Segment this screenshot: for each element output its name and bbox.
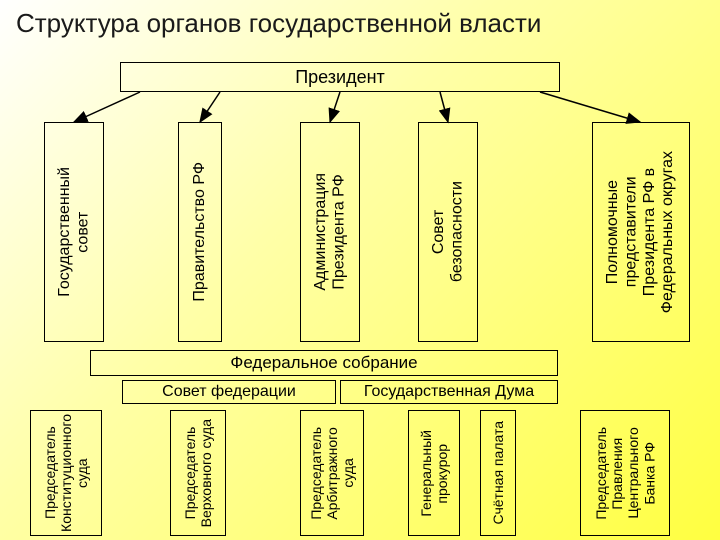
arrow-polnomoch — [540, 92, 640, 122]
gos-sovet-label: Государственный совет — [56, 167, 93, 297]
administracia-box: Администрация Президента РФ — [300, 122, 360, 342]
polnomoch-label: Полномочные представители Президента РФ … — [604, 151, 678, 313]
federal-assembly-label: Федеральное собрание — [230, 353, 417, 373]
pred-arbitr-label: Председатель Арбитражного суда — [308, 427, 356, 520]
gos-duma-label: Государственная Дума — [364, 383, 534, 401]
pred-verh-box: Председатель Верховного суда — [170, 410, 226, 536]
arrow-administracia — [330, 92, 340, 122]
schet-palata-box: Счётная палата — [480, 410, 516, 536]
arrow-pravitelstvo — [200, 92, 220, 122]
president-box: Президент — [120, 62, 560, 92]
pred-verh-label: Председатель Верховного суда — [182, 419, 214, 527]
pravitelstvo-box: Правительство РФ — [178, 122, 222, 342]
sovet-bez-label: Совет безопасности — [430, 181, 467, 282]
gen-prokuror-label: Генеральный прокурор — [418, 430, 450, 517]
schet-palata-label: Счётная палата — [490, 421, 506, 525]
sovet-bez-box: Совет безопасности — [418, 122, 478, 342]
federal-assembly-box: Федеральное собрание — [90, 350, 558, 376]
polnomoch-box: Полномочные представители Президента РФ … — [592, 122, 690, 342]
page-title: Структура органов государственной власти — [16, 8, 541, 39]
sovet-federacii-box: Совет федерации — [122, 380, 336, 404]
administracia-label: Администрация Президента РФ — [312, 173, 349, 291]
pred-konst-box: Председатель Конституционного суда — [30, 410, 102, 536]
president-label: Президент — [295, 67, 385, 88]
pred-konst-label: Председатель Конституционного суда — [42, 414, 90, 532]
arrow-sovet-bez — [440, 92, 448, 122]
arrow-gos-sovet — [74, 92, 140, 122]
gos-duma-box: Государственная Дума — [340, 380, 558, 404]
pred-arbitr-box: Председатель Арбитражного суда — [300, 410, 364, 536]
gos-sovet-box: Государственный совет — [44, 122, 104, 342]
sovet-federacii-label: Совет федерации — [162, 383, 296, 401]
gen-prokuror-box: Генеральный прокурор — [408, 410, 460, 536]
pred-cb-label: Председатель Правления Центрального Банк… — [593, 427, 657, 520]
pravitelstvo-label: Правительство РФ — [191, 162, 209, 302]
pred-cb-box: Председатель Правления Центрального Банк… — [580, 410, 670, 536]
